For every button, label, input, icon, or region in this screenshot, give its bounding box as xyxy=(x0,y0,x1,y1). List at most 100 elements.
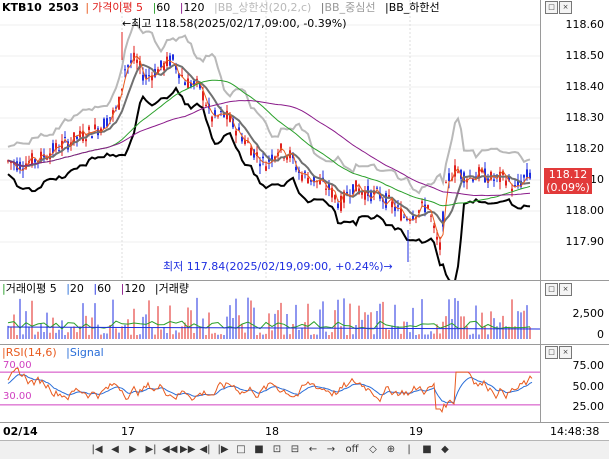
price-legend: KTB10 2503 | 가격이평 5 |60 |120 |BB_상한선(20,2… xyxy=(2,1,446,15)
toolbar-button[interactable]: ■ xyxy=(254,444,264,455)
candle-body xyxy=(295,166,297,171)
candle-body xyxy=(100,128,102,134)
y-tick: 2,500 xyxy=(572,307,605,320)
pane-maximize-icon[interactable]: □ xyxy=(545,283,558,296)
rsi-chart-canvas[interactable] xyxy=(0,345,540,422)
candle-body xyxy=(328,182,330,191)
candle-body xyxy=(181,74,183,77)
price-chart-canvas[interactable] xyxy=(0,0,540,280)
candle-body xyxy=(244,139,246,144)
x-axis[interactable]: 02/14 17 18 19 14:48:38 xyxy=(0,423,609,440)
candle-body xyxy=(526,169,528,178)
candle-body xyxy=(529,172,531,179)
toolbar-button[interactable]: ⊟ xyxy=(290,444,300,455)
toolbar-button[interactable]: ▶ xyxy=(129,444,137,455)
toolbar-button[interactable]: | xyxy=(407,444,411,455)
low-annotation: 최저 117.84(2025/02/19,09:00, +0.24%)→ xyxy=(163,260,393,273)
toolbar-button[interactable]: ◀| xyxy=(199,444,211,455)
candle-body xyxy=(238,127,240,131)
candle-body xyxy=(52,143,54,153)
legend-ma120[interactable]: |120 xyxy=(179,1,205,14)
candle-body xyxy=(487,178,489,184)
x-label: 19 xyxy=(409,425,423,438)
toolbar-button[interactable]: ◇ xyxy=(369,444,377,455)
volume-chart-canvas[interactable] xyxy=(0,281,540,344)
toolbar-button[interactable]: |▶ xyxy=(217,444,229,455)
price-chart-pane[interactable]: KTB10 2503 | 가격이평 5 |60 |120 |BB_상한선(20,2… xyxy=(0,0,540,280)
pane-divider[interactable] xyxy=(0,280,609,281)
candle-body xyxy=(280,143,282,151)
pane-close-icon[interactable]: × xyxy=(559,346,572,359)
pane-maximize-icon[interactable]: □ xyxy=(545,346,558,359)
toolbar-button[interactable]: ◆ xyxy=(441,444,449,455)
toolbar-button[interactable]: □ xyxy=(236,444,246,455)
candle-body xyxy=(436,236,438,240)
ma120-line xyxy=(7,99,531,197)
pane-maximize-icon[interactable]: □ xyxy=(545,1,558,14)
legend-ma60[interactable]: |60 xyxy=(152,1,171,14)
toolbar-button[interactable]: off xyxy=(345,444,359,455)
candle-body xyxy=(130,60,132,63)
candle-body xyxy=(229,115,231,122)
toolbar-button[interactable]: → xyxy=(326,444,336,455)
rsi-chart-pane[interactable]: |RSI(14,6) |Signal 70.00 30.00 xyxy=(0,345,540,422)
toolbar-button[interactable]: ← xyxy=(308,444,318,455)
legend-bb-upper[interactable]: |BB_상한선(20,2,c) xyxy=(214,1,312,14)
legend-ma5[interactable]: | 가격이평 5 xyxy=(85,1,144,14)
toolbar-button[interactable]: |◀ xyxy=(91,444,103,455)
legend-bb-lower[interactable]: |BB_하한선 xyxy=(384,1,440,14)
pane-close-icon[interactable]: × xyxy=(559,1,572,14)
rsi-lower-level: 30.00 xyxy=(3,391,32,402)
candle-body xyxy=(370,190,372,202)
candle-body xyxy=(481,168,483,173)
rsi-upper-level: 70.00 xyxy=(3,360,32,371)
candle-body xyxy=(433,225,435,229)
toolbar-button[interactable]: ⊡ xyxy=(272,444,282,455)
toolbar-button[interactable]: ▶| xyxy=(145,444,157,455)
candle-body xyxy=(193,80,195,85)
rsi-y-axis[interactable]: □ × 75.00 50.00 25.00 xyxy=(540,345,609,422)
volume-y-axis[interactable]: □ × 2,500 0 xyxy=(540,281,609,344)
y-tick: 118.40 xyxy=(565,80,605,93)
last-change: (0.09%) xyxy=(546,181,590,194)
candle-body xyxy=(142,74,144,81)
candle-body xyxy=(124,69,126,71)
candle-body xyxy=(427,205,429,209)
price-y-axis[interactable]: □ × 118.60 118.50 118.40 118.30 118.20 1… xyxy=(540,0,609,280)
candle-body xyxy=(397,205,399,207)
candle-body xyxy=(34,159,36,163)
toolbar-button[interactable]: ■ xyxy=(422,444,432,455)
toolbar-button[interactable]: ⊕ xyxy=(386,444,396,455)
candle-body xyxy=(301,174,303,181)
candle-body xyxy=(88,126,90,130)
bb-lower-line xyxy=(7,86,531,280)
candle-body xyxy=(331,187,333,198)
pane-divider[interactable] xyxy=(0,344,609,345)
candle-body xyxy=(136,59,138,63)
toolbar-button[interactable]: ◀◀ xyxy=(162,444,178,455)
candle-body xyxy=(220,110,222,113)
y-tick: 118.60 xyxy=(565,18,605,31)
candle-body xyxy=(265,166,267,171)
candle-body xyxy=(247,141,249,143)
pane-close-icon[interactable]: × xyxy=(559,283,572,296)
candle-body xyxy=(109,117,111,119)
volume-chart-pane[interactable]: |거래이평 5 |20 |60 |120 |거래량 xyxy=(0,281,540,344)
candle-body xyxy=(205,104,207,106)
volume-legend: |거래이평 5 |20 |60 |120 |거래량 xyxy=(2,282,189,295)
candle-body xyxy=(202,91,204,101)
candle-body xyxy=(364,191,366,200)
toolbar-button[interactable]: ▶▶ xyxy=(180,444,196,455)
toolbar-button[interactable]: ◀ xyxy=(111,444,119,455)
candle-body xyxy=(376,187,378,189)
candle-body xyxy=(259,163,261,167)
candle-body xyxy=(214,110,216,116)
candle-body xyxy=(286,156,288,160)
candle-body xyxy=(211,116,213,122)
legend-bb-mid[interactable]: |BB_중심선 xyxy=(320,1,376,14)
candle-body xyxy=(400,208,402,221)
candle-body xyxy=(388,194,390,198)
candle-body xyxy=(406,218,408,221)
candle-body xyxy=(91,136,93,139)
candle-body xyxy=(55,143,57,150)
